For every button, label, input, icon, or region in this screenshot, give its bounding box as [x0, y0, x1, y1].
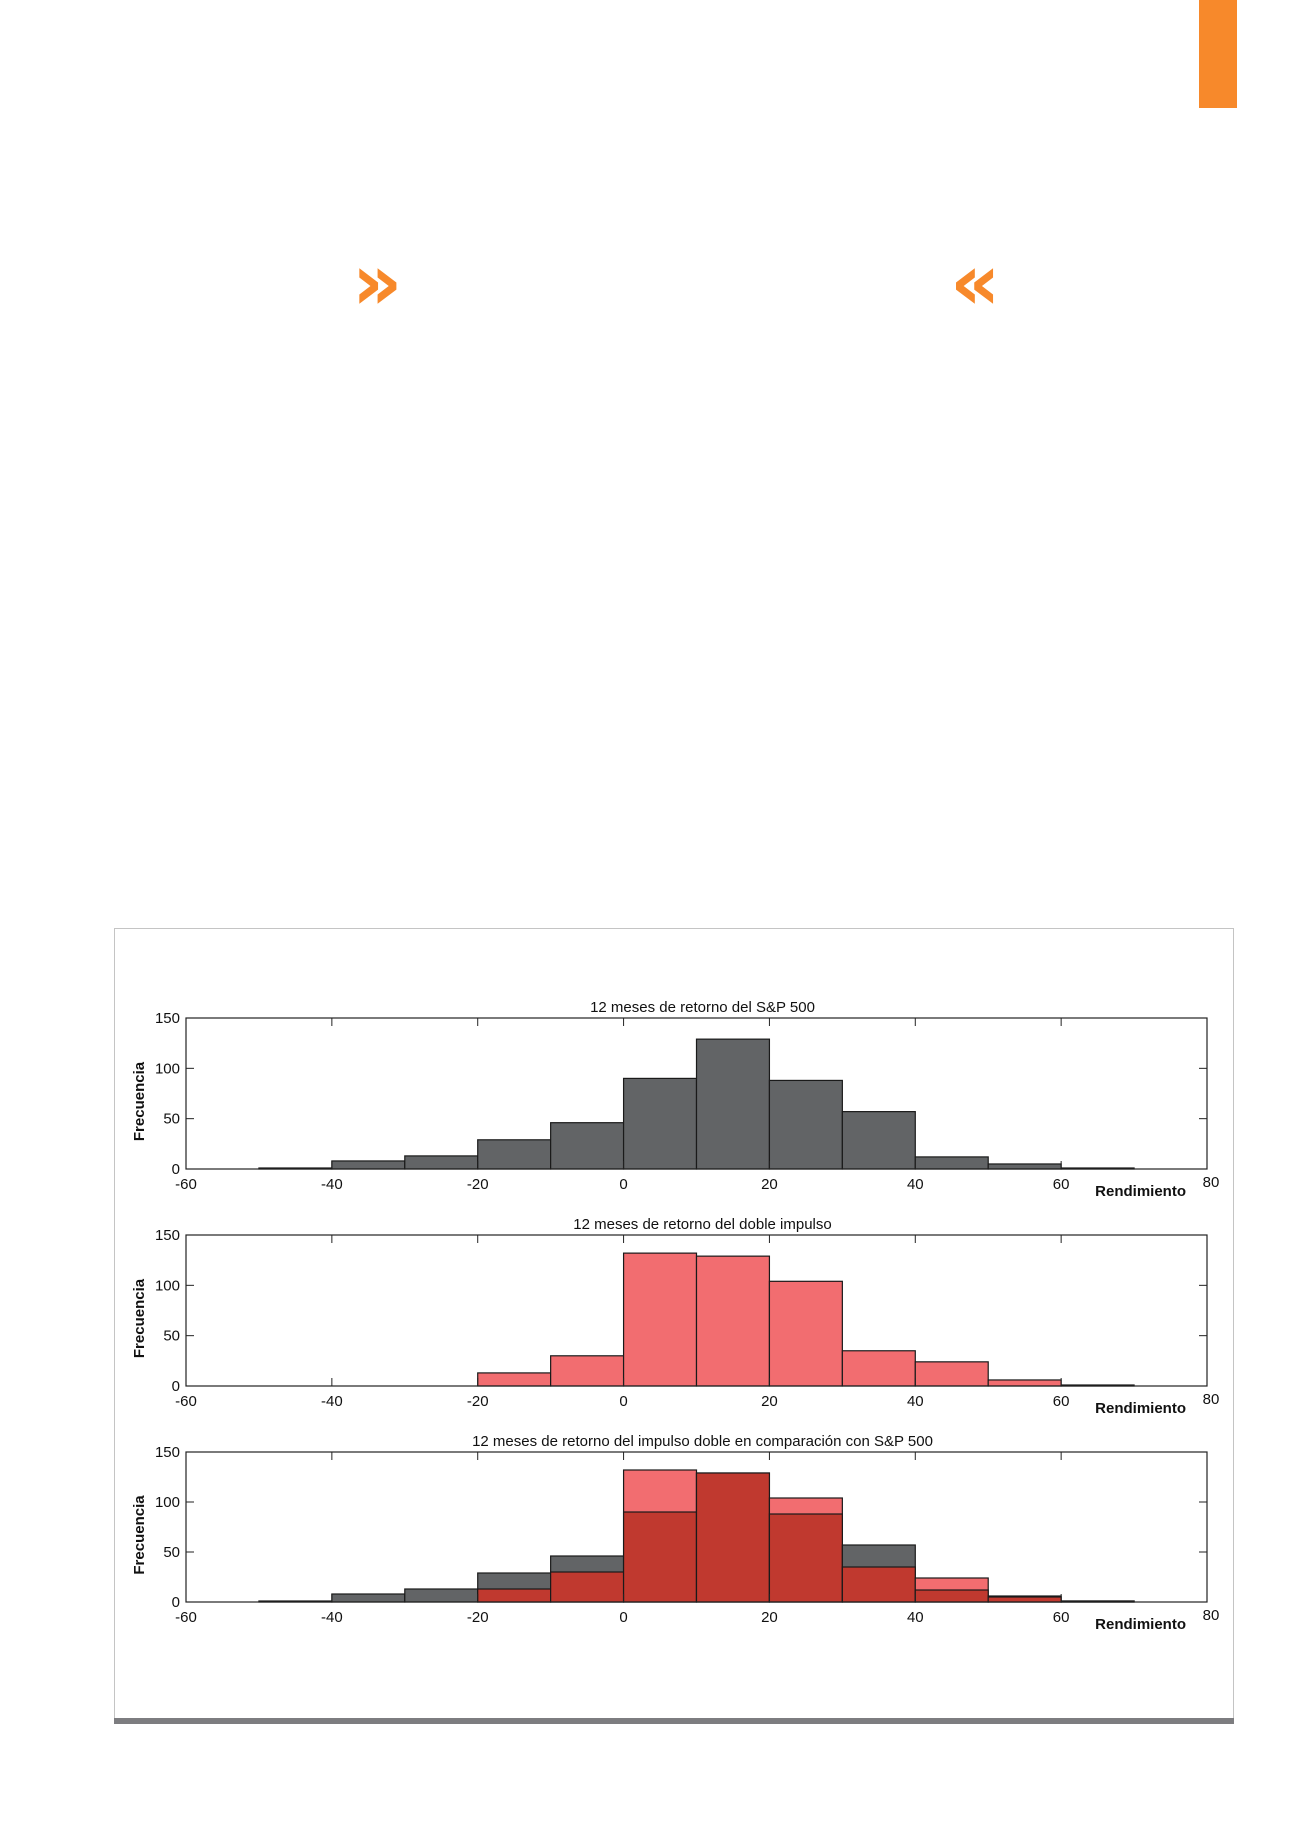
axes-frame [185, 1451, 1208, 1603]
x-tick-label: -40 [321, 1609, 343, 1626]
y-tick-label: 100 [155, 1494, 180, 1511]
y-axis-label: Frecuencia [131, 1495, 148, 1575]
axes-frame [185, 1234, 1208, 1387]
x-tick-label: -60 [175, 1176, 197, 1193]
x-tick-label: -20 [467, 1393, 489, 1410]
histogram-bar [331, 1593, 406, 1603]
histogram-overlap-bar [550, 1571, 625, 1603]
chart-panel-3: -60 -40 -20 0 20 40 60 80 0 50 100 150 12 meses de r… [131, 1433, 1219, 1633]
y-tick-label: 100 [155, 1277, 180, 1294]
histogram-bar [622, 1252, 698, 1387]
x-axis-label: Rendimiento [1095, 1183, 1186, 1200]
x-tick-label: 40 [907, 1176, 924, 1193]
chart-title: 12 meses de retorno del S&P 500 [590, 999, 815, 1016]
x-tick-label: 60 [1053, 1176, 1070, 1193]
x-tick-label: 80 [1203, 1174, 1220, 1191]
y-tick-label: 50 [163, 1544, 180, 1561]
histogram-overlap-bar [914, 1589, 989, 1603]
histogram-bar [768, 1079, 843, 1170]
histogram-overlap-bar [768, 1513, 843, 1603]
y-axis-label: Frecuencia [131, 1278, 148, 1358]
chart-title: 12 meses de retorno del impulso doble en… [472, 1433, 933, 1450]
y-tick-label: 50 [163, 1328, 180, 1345]
histogram-overlap-bar [987, 1596, 1062, 1603]
x-tick-label: 20 [761, 1393, 778, 1410]
histogram-bar [622, 1077, 698, 1170]
histogram-bar [477, 1139, 552, 1170]
histogram-bar [768, 1280, 843, 1387]
y-tick-label: 0 [172, 1378, 180, 1395]
histogram-bar [987, 1379, 1062, 1387]
y-tick-label: 150 [155, 1227, 180, 1244]
histogram-overlap-bar [477, 1588, 552, 1603]
x-tick-label: 60 [1053, 1393, 1070, 1410]
histogram-bar [404, 1155, 479, 1170]
close-quote-glyph: « [950, 238, 1001, 328]
histogram-bar [987, 1163, 1062, 1170]
histogram-bar [914, 1156, 989, 1170]
x-tick-label: -20 [467, 1176, 489, 1193]
y-axis-label: Frecuencia [131, 1061, 148, 1141]
histogram-overlap-bar [622, 1511, 698, 1603]
y-tick-label: 50 [163, 1111, 180, 1128]
histogram-overlap-bar [695, 1472, 771, 1603]
x-axis-label: Rendimiento [1095, 1616, 1186, 1633]
x-tick-label: 80 [1203, 1391, 1220, 1408]
x-tick-label: -40 [321, 1176, 343, 1193]
x-tick-label: -60 [175, 1609, 197, 1626]
histogram-bar [331, 1160, 406, 1170]
x-tick-label: -40 [321, 1393, 343, 1410]
y-tick-label: 0 [172, 1594, 180, 1611]
x-tick-label: 60 [1053, 1609, 1070, 1626]
histogram-bar [404, 1588, 479, 1603]
chart-panel-1: -60 -40 -20 0 20 40 60 80 0 50 100 150 12 meses de r… [131, 999, 1219, 1200]
histogram-bar [841, 1111, 916, 1170]
y-tick-label: 150 [155, 1444, 180, 1461]
x-tick-label: 0 [619, 1609, 627, 1626]
figure-bottom-rule [114, 1718, 1234, 1724]
histogram-bar [914, 1361, 989, 1387]
x-tick-label: 0 [619, 1176, 627, 1193]
axes-frame [185, 1017, 1208, 1170]
histogram-bar [477, 1372, 552, 1387]
x-tick-label: -20 [467, 1609, 489, 1626]
chart-panel-2: -60 -40 -20 0 20 40 60 80 0 50 100 150 12 meses de r… [131, 1216, 1219, 1417]
histogram-bar [550, 1355, 625, 1387]
histogram-bar [695, 1038, 771, 1170]
y-tick-label: 150 [155, 1010, 180, 1027]
chart-title: 12 meses de retorno del doble impulso [573, 1216, 832, 1233]
x-tick-label: 0 [619, 1393, 627, 1410]
x-tick-label: 40 [907, 1609, 924, 1626]
orange-page-tab [1199, 0, 1237, 108]
x-tick-label: 20 [761, 1176, 778, 1193]
open-quote-glyph: » [352, 238, 403, 328]
histogram-bar [841, 1350, 916, 1387]
y-tick-label: 100 [155, 1060, 180, 1077]
y-tick-label: 0 [172, 1161, 180, 1178]
x-tick-label: 40 [907, 1393, 924, 1410]
x-tick-label: 80 [1203, 1607, 1220, 1624]
x-tick-label: 20 [761, 1609, 778, 1626]
histogram-overlap-bar [841, 1566, 916, 1603]
x-tick-label: -60 [175, 1393, 197, 1410]
histogram-bar [695, 1255, 771, 1387]
histogram-bar [550, 1122, 625, 1170]
x-axis-label: Rendimiento [1095, 1400, 1186, 1417]
